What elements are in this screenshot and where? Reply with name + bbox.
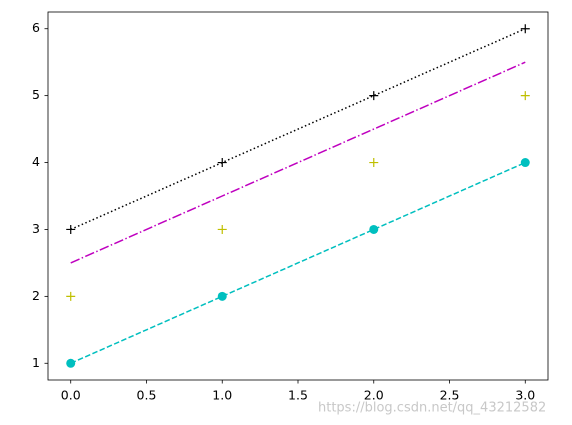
x-tick-label: 2.5 (440, 388, 460, 403)
marker (520, 158, 530, 168)
y-tick-label: 3 (32, 221, 40, 236)
y-tick-label: 1 (32, 355, 40, 370)
y-tick-label: 6 (32, 20, 40, 35)
marker (217, 291, 227, 301)
marker (369, 158, 379, 168)
y-tick-label: 4 (32, 154, 40, 169)
marker (217, 158, 227, 168)
x-tick-label: 2.0 (364, 388, 384, 403)
x-tick-label: 0.0 (61, 388, 81, 403)
x-tick-label: 1.5 (288, 388, 308, 403)
y-tick-label: 2 (32, 288, 40, 303)
marker (369, 91, 379, 101)
marker (217, 224, 227, 234)
marker (520, 91, 530, 101)
series-line (70, 161, 526, 364)
marker (66, 224, 76, 234)
y-tick-label: 5 (32, 87, 40, 102)
watermark: https://blog.csdn.net/qq_43212582 (318, 401, 546, 416)
series-line (70, 61, 526, 264)
marker (66, 358, 76, 368)
x-tick-label: 1.0 (212, 388, 232, 403)
x-tick-label: 0.5 (137, 388, 157, 403)
marker (66, 291, 76, 301)
plot-frame (47, 11, 549, 381)
x-tick-label: 3.0 (515, 388, 535, 403)
series-line (70, 28, 526, 231)
marker (520, 24, 530, 34)
marker (369, 224, 379, 234)
